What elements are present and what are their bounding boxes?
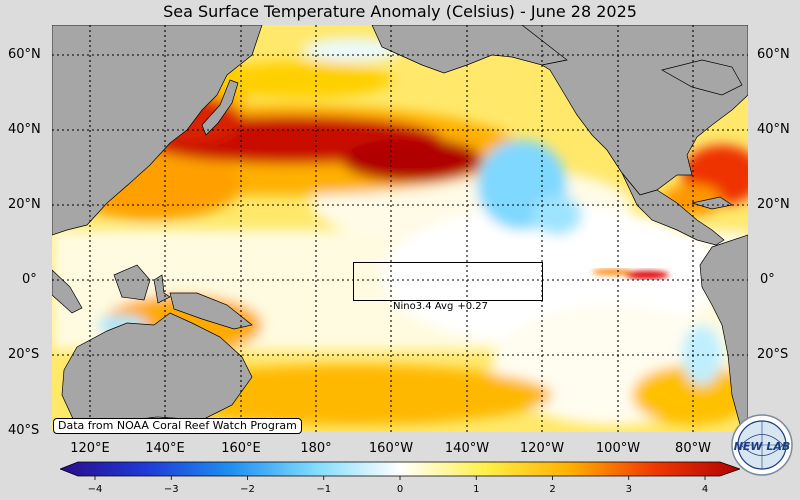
data-credit: Data from NOAA Coral Reef Watch Program (53, 418, 302, 434)
lon-label-180: 180° (300, 441, 332, 456)
colorbar (60, 461, 740, 480)
lon-label-120w: 120°W (519, 441, 565, 456)
colorbar-tick-label: 2 (549, 484, 556, 495)
map-title: Sea Surface Temperature Anomaly (Celsius… (163, 2, 637, 21)
colorbar-shape (60, 461, 740, 477)
new-guinea (169, 292, 253, 330)
sst-anomaly-map (52, 25, 748, 432)
lat-label-eq: 0° (22, 272, 37, 287)
japan (201, 79, 239, 136)
lat-label-60n-right: 60°N (757, 47, 790, 62)
lat-label-20n: 20°N (8, 197, 41, 212)
greenland-tip (661, 59, 743, 96)
lat-label-20s: 20°S (8, 347, 40, 362)
logo-text: NEW LAB (734, 440, 791, 453)
lon-label-140w: 140°W (444, 441, 490, 456)
lon-label-120e: 120°E (70, 441, 110, 456)
nino34-label: Nino3.4 Avg +0.27 (393, 301, 492, 312)
colorbar-tick-label: −3 (163, 484, 179, 495)
graticule (52, 25, 748, 432)
equatorial-anomaly (592, 269, 669, 279)
lon-label-160w: 160°W (368, 441, 414, 456)
colorbar-tick-label: 4 (701, 484, 709, 495)
lat-label-40n-right: 40°N (757, 122, 790, 137)
colorbar-tick-label: −1 (316, 484, 332, 495)
lon-label-80w: 80°W (675, 441, 711, 456)
nino34-region-box (353, 262, 543, 301)
lat-label-20n-right: 20°N (757, 197, 790, 212)
lat-label-20s-right: 20°S (757, 347, 789, 362)
sumatra (52, 269, 83, 314)
lon-label-100w: 100°W (595, 441, 641, 456)
lat-label-eq-right: 0° (760, 272, 775, 287)
newlab-globe-logo: NEW LAB (731, 414, 793, 476)
mexico-central (621, 172, 725, 246)
colorbar-tick-label: −4 (87, 484, 103, 495)
lat-label-40n: 40°N (8, 122, 41, 137)
borneo (113, 264, 151, 301)
lat-label-60n: 60°N (8, 47, 41, 62)
colorbar-tick-label: 0 (396, 484, 404, 495)
colorbar-tick-label: 3 (625, 484, 632, 495)
sulawesi (153, 274, 171, 304)
lon-label-160e: 160°E (221, 441, 261, 456)
colorbar-tick-label: 1 (473, 484, 480, 495)
lon-label-140e: 140°E (145, 441, 185, 456)
nino34-value: +0.27 (457, 301, 488, 312)
nino34-label-text: Nino3.4 Avg (393, 301, 454, 312)
lat-label-40s: 40°S (8, 423, 40, 438)
colorbar-tick-label: −2 (240, 484, 255, 495)
